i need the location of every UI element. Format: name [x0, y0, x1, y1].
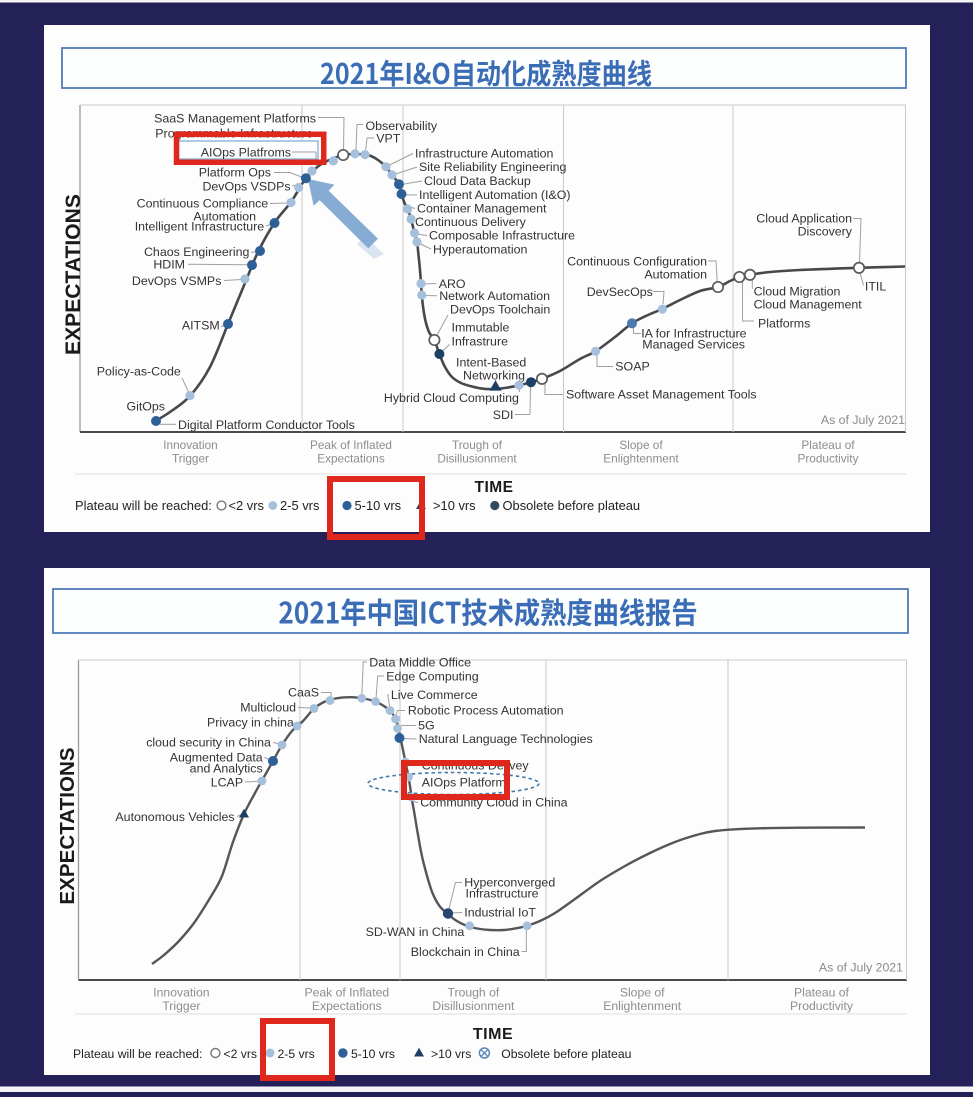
svg-text:and Analytics: and Analytics — [190, 762, 263, 776]
svg-text:Enlightenment: Enlightenment — [603, 999, 682, 1013]
svg-text:Plateau of: Plateau of — [794, 986, 849, 1000]
svg-text:Digital Platform Conductor Too: Digital Platform Conductor Tools — [178, 418, 355, 432]
svg-text:2-5 vrs: 2-5 vrs — [280, 498, 319, 513]
svg-text:AIOps Platform: AIOps Platform — [422, 776, 506, 790]
svg-text:Container Management: Container Management — [417, 202, 547, 216]
svg-text:Robotic Process Automation: Robotic Process Automation — [408, 704, 564, 718]
svg-text:LCAP: LCAP — [211, 776, 243, 790]
svg-text:Innovation: Innovation — [163, 438, 217, 452]
svg-text:5-10 vrs: 5-10 vrs — [355, 498, 402, 513]
svg-text:Intelligent Infrastructure: Intelligent Infrastructure — [135, 220, 265, 234]
svg-text:Peak of Inflated: Peak of Inflated — [304, 986, 389, 1000]
svg-text:SDI: SDI — [493, 408, 514, 422]
svg-text:EXPECTATIONS: EXPECTATIONS — [62, 194, 85, 355]
svg-text:Edge Computing: Edge Computing — [386, 670, 478, 684]
svg-text:Site Reliability Engineering: Site Reliability Engineering — [419, 160, 567, 174]
svg-text:CaaS: CaaS — [288, 686, 319, 700]
svg-text:Continuous Delivery: Continuous Delivery — [415, 215, 527, 229]
svg-text:Infrastructure Automation: Infrastructure Automation — [415, 147, 554, 161]
svg-text:Cloud Application: Cloud Application — [756, 212, 852, 226]
svg-text:Productivity: Productivity — [798, 452, 859, 466]
svg-text:Slope of: Slope of — [620, 986, 665, 1000]
svg-text:Network Automation: Network Automation — [439, 289, 550, 303]
svg-text:VPT: VPT — [376, 132, 401, 146]
svg-text:Hybrid Cloud Computing: Hybrid Cloud Computing — [384, 391, 519, 405]
svg-text:SD-WAN in China: SD-WAN in China — [366, 925, 465, 939]
svg-text:Automation: Automation — [644, 268, 707, 282]
svg-text:Obsolete before plateau: Obsolete before plateau — [501, 1047, 631, 1061]
svg-text:Obsolete before plateau: Obsolete before plateau — [503, 498, 641, 513]
svg-text:Slope of: Slope of — [619, 438, 663, 452]
svg-text:Intelligent Automation (I&O): Intelligent Automation (I&O) — [419, 188, 571, 202]
svg-text:DevOps VSMPs: DevOps VSMPs — [132, 274, 222, 288]
svg-text:Platforms: Platforms — [758, 317, 810, 331]
svg-text:Infrastrure: Infrastrure — [452, 335, 509, 349]
svg-text:Plateau of: Plateau of — [801, 438, 855, 452]
svg-text:Intent-Based: Intent-Based — [456, 356, 526, 370]
svg-text:Continuous Compliance: Continuous Compliance — [137, 197, 269, 211]
svg-text:Privacy in china: Privacy in china — [207, 716, 294, 730]
svg-text:AIOps Platfroms: AIOps Platfroms — [201, 146, 291, 160]
svg-text:Hyperautomation: Hyperautomation — [433, 243, 527, 257]
svg-text:>10 vrs: >10 vrs — [433, 498, 476, 513]
svg-text:Enlightenment: Enlightenment — [603, 452, 679, 466]
svg-text:Policy-as-Code: Policy-as-Code — [97, 365, 181, 379]
svg-text:HDIM: HDIM — [153, 258, 185, 272]
svg-text:Immutable: Immutable — [452, 321, 510, 335]
svg-text:Blockchain in China: Blockchain in China — [411, 945, 520, 959]
svg-text:Trigger: Trigger — [172, 452, 209, 466]
svg-text:SOAP: SOAP — [615, 360, 649, 374]
svg-text:<2 vrs: <2 vrs — [224, 1047, 258, 1061]
svg-text:Trigger: Trigger — [162, 999, 200, 1013]
svg-text:Multicloud: Multicloud — [240, 701, 296, 715]
svg-text:GitOps: GitOps — [126, 400, 165, 414]
svg-text:Cloud Migration: Cloud Migration — [754, 285, 841, 299]
svg-text:Productivity: Productivity — [790, 999, 854, 1013]
svg-text:Peak of Inflated: Peak of Inflated — [310, 438, 392, 452]
svg-text:As of July 2021: As of July 2021 — [821, 413, 905, 427]
svg-text:Expectations: Expectations — [317, 452, 385, 466]
svg-text:Discovery: Discovery — [798, 225, 853, 239]
svg-text:DevOps VSDPs: DevOps VSDPs — [202, 180, 290, 194]
svg-text:cloud security in China: cloud security in China — [146, 736, 271, 750]
svg-text:2-5 vrs: 2-5 vrs — [278, 1047, 315, 1061]
svg-text:ITIL: ITIL — [865, 280, 886, 294]
svg-text:As of July 2021: As of July 2021 — [819, 961, 903, 975]
svg-text:<2 vrs: <2 vrs — [229, 498, 264, 513]
svg-text:Software Asset Management Tool: Software Asset Management Tools — [566, 388, 757, 402]
svg-text:Platform Ops: Platform Ops — [199, 166, 271, 180]
svg-text:Innovation: Innovation — [153, 986, 209, 1000]
svg-text:Continuous Configuration: Continuous Configuration — [567, 255, 707, 269]
svg-text:SaaS Management Platforms: SaaS Management Platforms — [154, 112, 316, 126]
svg-text:Networking: Networking — [463, 369, 525, 383]
svg-text:Trough of: Trough of — [448, 986, 500, 1000]
svg-text:Autonomous Vehicles: Autonomous Vehicles — [115, 810, 234, 824]
svg-text:Data Middle Office: Data Middle Office — [369, 656, 471, 670]
svg-text:Cloud Management: Cloud Management — [754, 298, 863, 312]
svg-text:Expectations: Expectations — [312, 999, 382, 1013]
svg-text:>10 vrs: >10 vrs — [431, 1047, 471, 1061]
svg-text:5G: 5G — [418, 719, 435, 733]
svg-text:Trough of: Trough of — [452, 438, 503, 452]
svg-text:Natural Language Technologies: Natural Language Technologies — [419, 732, 593, 746]
svg-text:Live Commerce: Live Commerce — [391, 688, 478, 702]
svg-text:Plateau will be reached:: Plateau will be reached: — [75, 498, 212, 513]
svg-text:Disillusionment: Disillusionment — [437, 452, 517, 466]
svg-text:Plateau will be reached:: Plateau will be reached: — [73, 1047, 202, 1061]
svg-text:TIME: TIME — [473, 1026, 513, 1043]
svg-text:Cloud Data Backup: Cloud Data Backup — [424, 174, 531, 188]
svg-text:TIME: TIME — [474, 479, 513, 496]
svg-text:5-10 vrs: 5-10 vrs — [351, 1047, 395, 1061]
svg-text:Disillusionment: Disillusionment — [432, 999, 515, 1013]
svg-text:Industrial IoT: Industrial IoT — [464, 906, 536, 920]
svg-text:Infrastructure: Infrastructure — [466, 887, 539, 901]
svg-text:Composable Infrastructure: Composable Infrastructure — [429, 229, 575, 243]
svg-text:Managed Services: Managed Services — [642, 338, 745, 352]
svg-text:DevSecOps: DevSecOps — [587, 285, 653, 299]
svg-text:EXPECTATIONS: EXPECTATIONS — [56, 747, 79, 904]
svg-text:AITSM: AITSM — [182, 319, 220, 333]
svg-text:DevOps Toolchain: DevOps Toolchain — [450, 303, 550, 317]
